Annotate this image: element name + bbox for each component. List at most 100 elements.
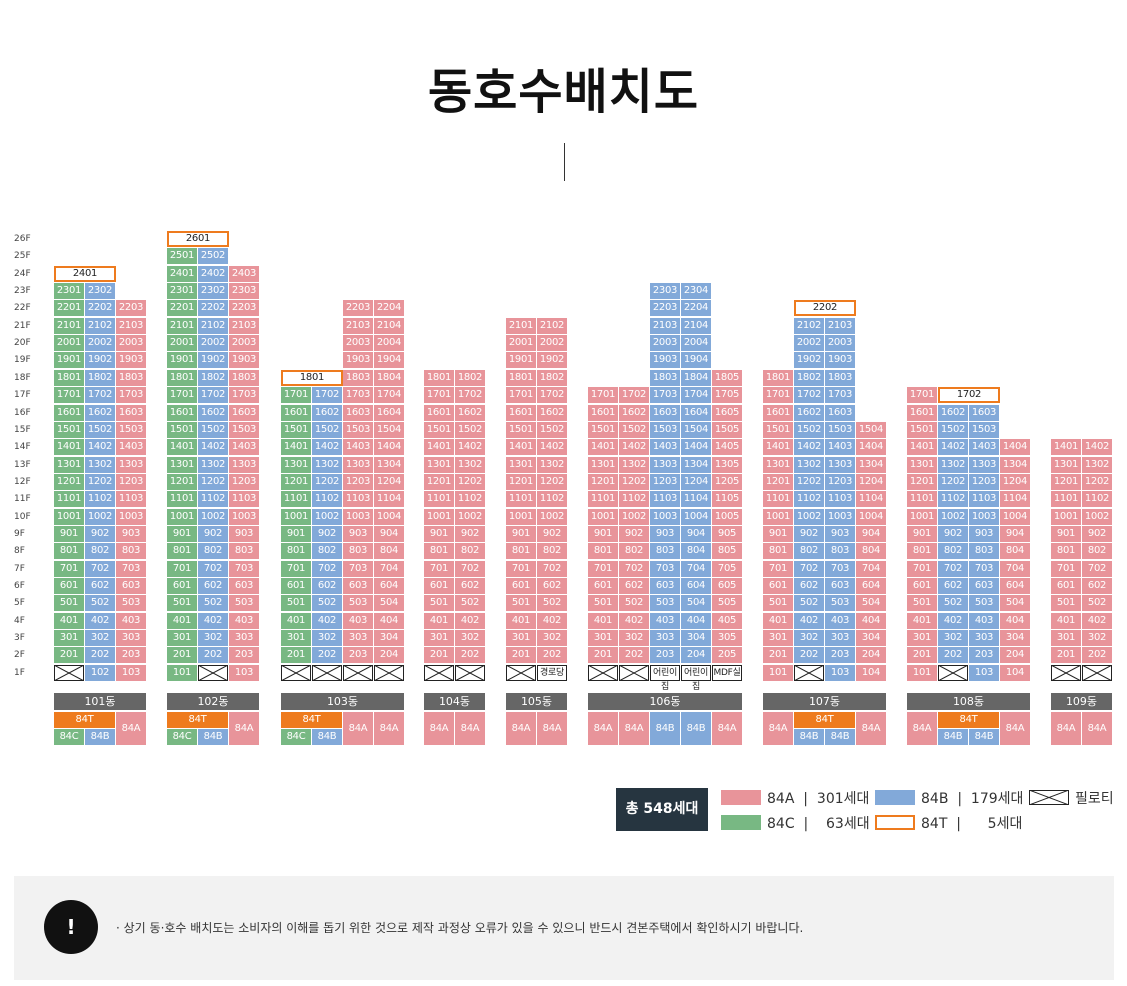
unit-cell[interactable]: 1101 (763, 491, 793, 508)
unit-cell[interactable]: 1002 (85, 508, 115, 525)
unit-cell[interactable]: 1501 (763, 421, 793, 438)
unit-cell[interactable]: 705 (712, 560, 742, 577)
unit-cell[interactable]: 602 (794, 578, 824, 594)
unit-cell[interactable]: 402 (198, 612, 228, 629)
unit-cell[interactable]: 502 (794, 595, 824, 612)
unit-cell[interactable]: 904 (856, 525, 886, 542)
unit-cell[interactable]: 2102 (794, 317, 824, 334)
unit-cell[interactable]: 2202 (198, 300, 228, 317)
unit-cell[interactable]: 902 (198, 525, 228, 542)
unit-cell[interactable]: 1302 (537, 456, 567, 473)
unit-cell[interactable]: 402 (619, 612, 649, 629)
unit-cell[interactable]: 1503 (969, 421, 999, 438)
unit-cell[interactable]: 803 (650, 543, 680, 560)
unit-cell[interactable]: 302 (198, 630, 228, 647)
unit-cell[interactable]: 402 (938, 612, 968, 629)
unit-cell[interactable]: 701 (506, 560, 536, 577)
unit-cell[interactable]: 204 (1000, 647, 1030, 664)
unit-cell[interactable]: 502 (312, 595, 342, 612)
unit-cell[interactable]: 1404 (1000, 439, 1030, 456)
unit-cell[interactable]: 2103 (650, 317, 680, 334)
unit-cell[interactable]: 1503 (825, 421, 855, 438)
unit-cell[interactable]: 903 (825, 525, 855, 542)
unit-cell[interactable]: 1401 (506, 439, 536, 456)
unit-cell[interactable]: 1702 (198, 387, 228, 404)
unit-cell[interactable]: 601 (763, 578, 793, 594)
unit-cell[interactable]: 201 (763, 647, 793, 664)
unit-cell-84t[interactable]: 1702 (938, 387, 1000, 404)
unit-cell[interactable]: 1502 (85, 421, 115, 438)
unit-cell[interactable]: 2001 (167, 335, 197, 352)
unit-cell[interactable]: 1902 (198, 352, 228, 369)
unit-cell[interactable]: 1603 (343, 404, 373, 421)
unit-cell[interactable]: 1301 (763, 456, 793, 473)
unit-cell[interactable]: 1204 (856, 473, 886, 490)
unit-cell[interactable]: 1401 (763, 439, 793, 456)
unit-cell[interactable]: 2003 (229, 335, 259, 352)
unit-cell[interactable]: 2001 (506, 335, 536, 352)
unit-cell[interactable]: 1401 (1051, 439, 1081, 456)
unit-cell[interactable]: 1002 (312, 508, 342, 525)
unit-cell[interactable]: 1101 (424, 491, 454, 508)
unit-cell[interactable]: 602 (198, 578, 228, 594)
unit-cell[interactable]: 401 (424, 612, 454, 629)
unit-cell-84t[interactable]: 2202 (794, 300, 856, 317)
unit-cell[interactable]: 1503 (343, 421, 373, 438)
unit-cell[interactable]: 1203 (229, 473, 259, 490)
unit-cell[interactable]: 604 (1000, 578, 1030, 594)
unit-cell[interactable]: 1701 (588, 387, 618, 404)
unit-cell[interactable]: 605 (712, 578, 742, 594)
unit-cell[interactable]: 1202 (794, 473, 824, 490)
unit-cell[interactable]: 604 (374, 578, 404, 594)
unit-cell[interactable]: 403 (969, 612, 999, 629)
unit-cell[interactable]: 201 (281, 647, 311, 664)
unit-cell[interactable]: 1602 (455, 404, 485, 421)
unit-cell[interactable]: 1004 (681, 508, 711, 525)
unit-cell[interactable]: 503 (969, 595, 999, 612)
unit-cell[interactable]: 503 (650, 595, 680, 612)
unit-cell[interactable]: 301 (54, 630, 84, 647)
unit-cell[interactable]: 601 (506, 578, 536, 594)
unit-cell[interactable]: 401 (506, 612, 536, 629)
unit-cell[interactable]: 1602 (938, 404, 968, 421)
unit-cell[interactable]: 902 (312, 525, 342, 542)
unit-cell[interactable]: 1402 (619, 439, 649, 456)
unit-cell[interactable]: 1402 (537, 439, 567, 456)
unit-cell[interactable]: 1103 (229, 491, 259, 508)
unit-cell[interactable]: 702 (537, 560, 567, 577)
unit-cell[interactable]: 1401 (167, 439, 197, 456)
unit-cell[interactable]: 304 (681, 630, 711, 647)
unit-cell[interactable]: 1104 (1000, 491, 1030, 508)
unit-cell[interactable]: 1401 (907, 439, 937, 456)
unit-cell[interactable]: 1305 (712, 456, 742, 473)
unit-cell[interactable]: 401 (763, 612, 793, 629)
unit-cell[interactable]: 201 (506, 647, 536, 664)
unit-cell[interactable]: 1103 (650, 491, 680, 508)
unit-cell[interactable]: 601 (54, 578, 84, 594)
unit-cell[interactable]: 1702 (312, 387, 342, 404)
unit-cell[interactable]: 1004 (856, 508, 886, 525)
unit-cell[interactable]: 1101 (167, 491, 197, 508)
unit-cell[interactable]: 202 (537, 647, 567, 664)
unit-cell[interactable]: 1702 (794, 387, 824, 404)
unit-cell[interactable]: 302 (537, 630, 567, 647)
unit-cell[interactable]: 904 (1000, 525, 1030, 542)
unit-cell[interactable]: 501 (54, 595, 84, 612)
unit-cell[interactable]: 702 (455, 560, 485, 577)
unit-cell[interactable]: 1303 (969, 456, 999, 473)
unit-cell[interactable]: 2203 (116, 300, 146, 317)
unit-cell[interactable]: 1101 (907, 491, 937, 508)
unit-cell[interactable]: 1301 (1051, 456, 1081, 473)
unit-cell[interactable]: 2102 (537, 317, 567, 334)
unit-cell[interactable]: 1401 (588, 439, 618, 456)
unit-cell[interactable]: 1501 (588, 421, 618, 438)
unit-cell[interactable]: 1301 (54, 456, 84, 473)
unit-cell[interactable]: 502 (198, 595, 228, 612)
unit-cell[interactable]: 403 (825, 612, 855, 629)
unit-cell[interactable]: 603 (229, 578, 259, 594)
unit-cell[interactable]: 1701 (54, 387, 84, 404)
unit-cell[interactable]: 1102 (794, 491, 824, 508)
unit-cell[interactable]: 202 (1082, 647, 1112, 664)
unit-cell[interactable]: 604 (856, 578, 886, 594)
unit-cell[interactable]: 1701 (281, 387, 311, 404)
